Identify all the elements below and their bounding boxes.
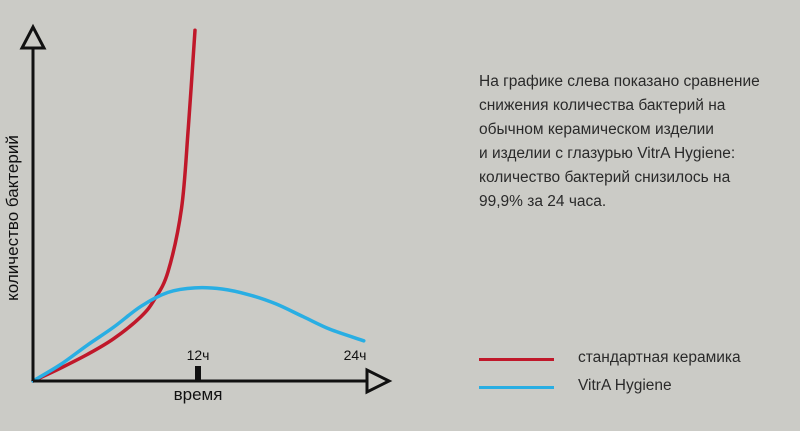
description-text: На графике слева показано сравнение сниж… xyxy=(479,70,789,214)
description-line: На графике слева показано сравнение xyxy=(479,73,760,90)
series-line-1 xyxy=(31,285,366,383)
legend-label: VitrA Hygiene xyxy=(578,377,672,394)
description-line: 99,9% за 24 часа. xyxy=(479,193,607,210)
x-tick-12h xyxy=(195,366,201,381)
x-axis-arrow xyxy=(365,367,393,395)
description-line: и изделии с глазурью VitrA Hygiene: xyxy=(479,145,736,162)
x-tick-label-12h: 12ч xyxy=(187,347,210,363)
x-axis-label: время xyxy=(174,385,223,404)
y-axis-label: количество бактерий xyxy=(3,135,22,301)
description-line: количество бактерий снизилось на xyxy=(479,169,731,186)
y-axis-arrow xyxy=(19,23,47,50)
series-layer xyxy=(31,28,366,383)
legend-swatch xyxy=(479,358,554,361)
legend-swatch xyxy=(479,386,554,389)
series-line-0 xyxy=(31,28,197,383)
legend-label: стандартная керамика xyxy=(578,349,741,366)
description-line: снижения количества бактерий на xyxy=(479,97,726,114)
x-tick-label-24h: 24ч xyxy=(344,347,367,363)
description-line: обычном керамическом изделии xyxy=(479,121,714,138)
